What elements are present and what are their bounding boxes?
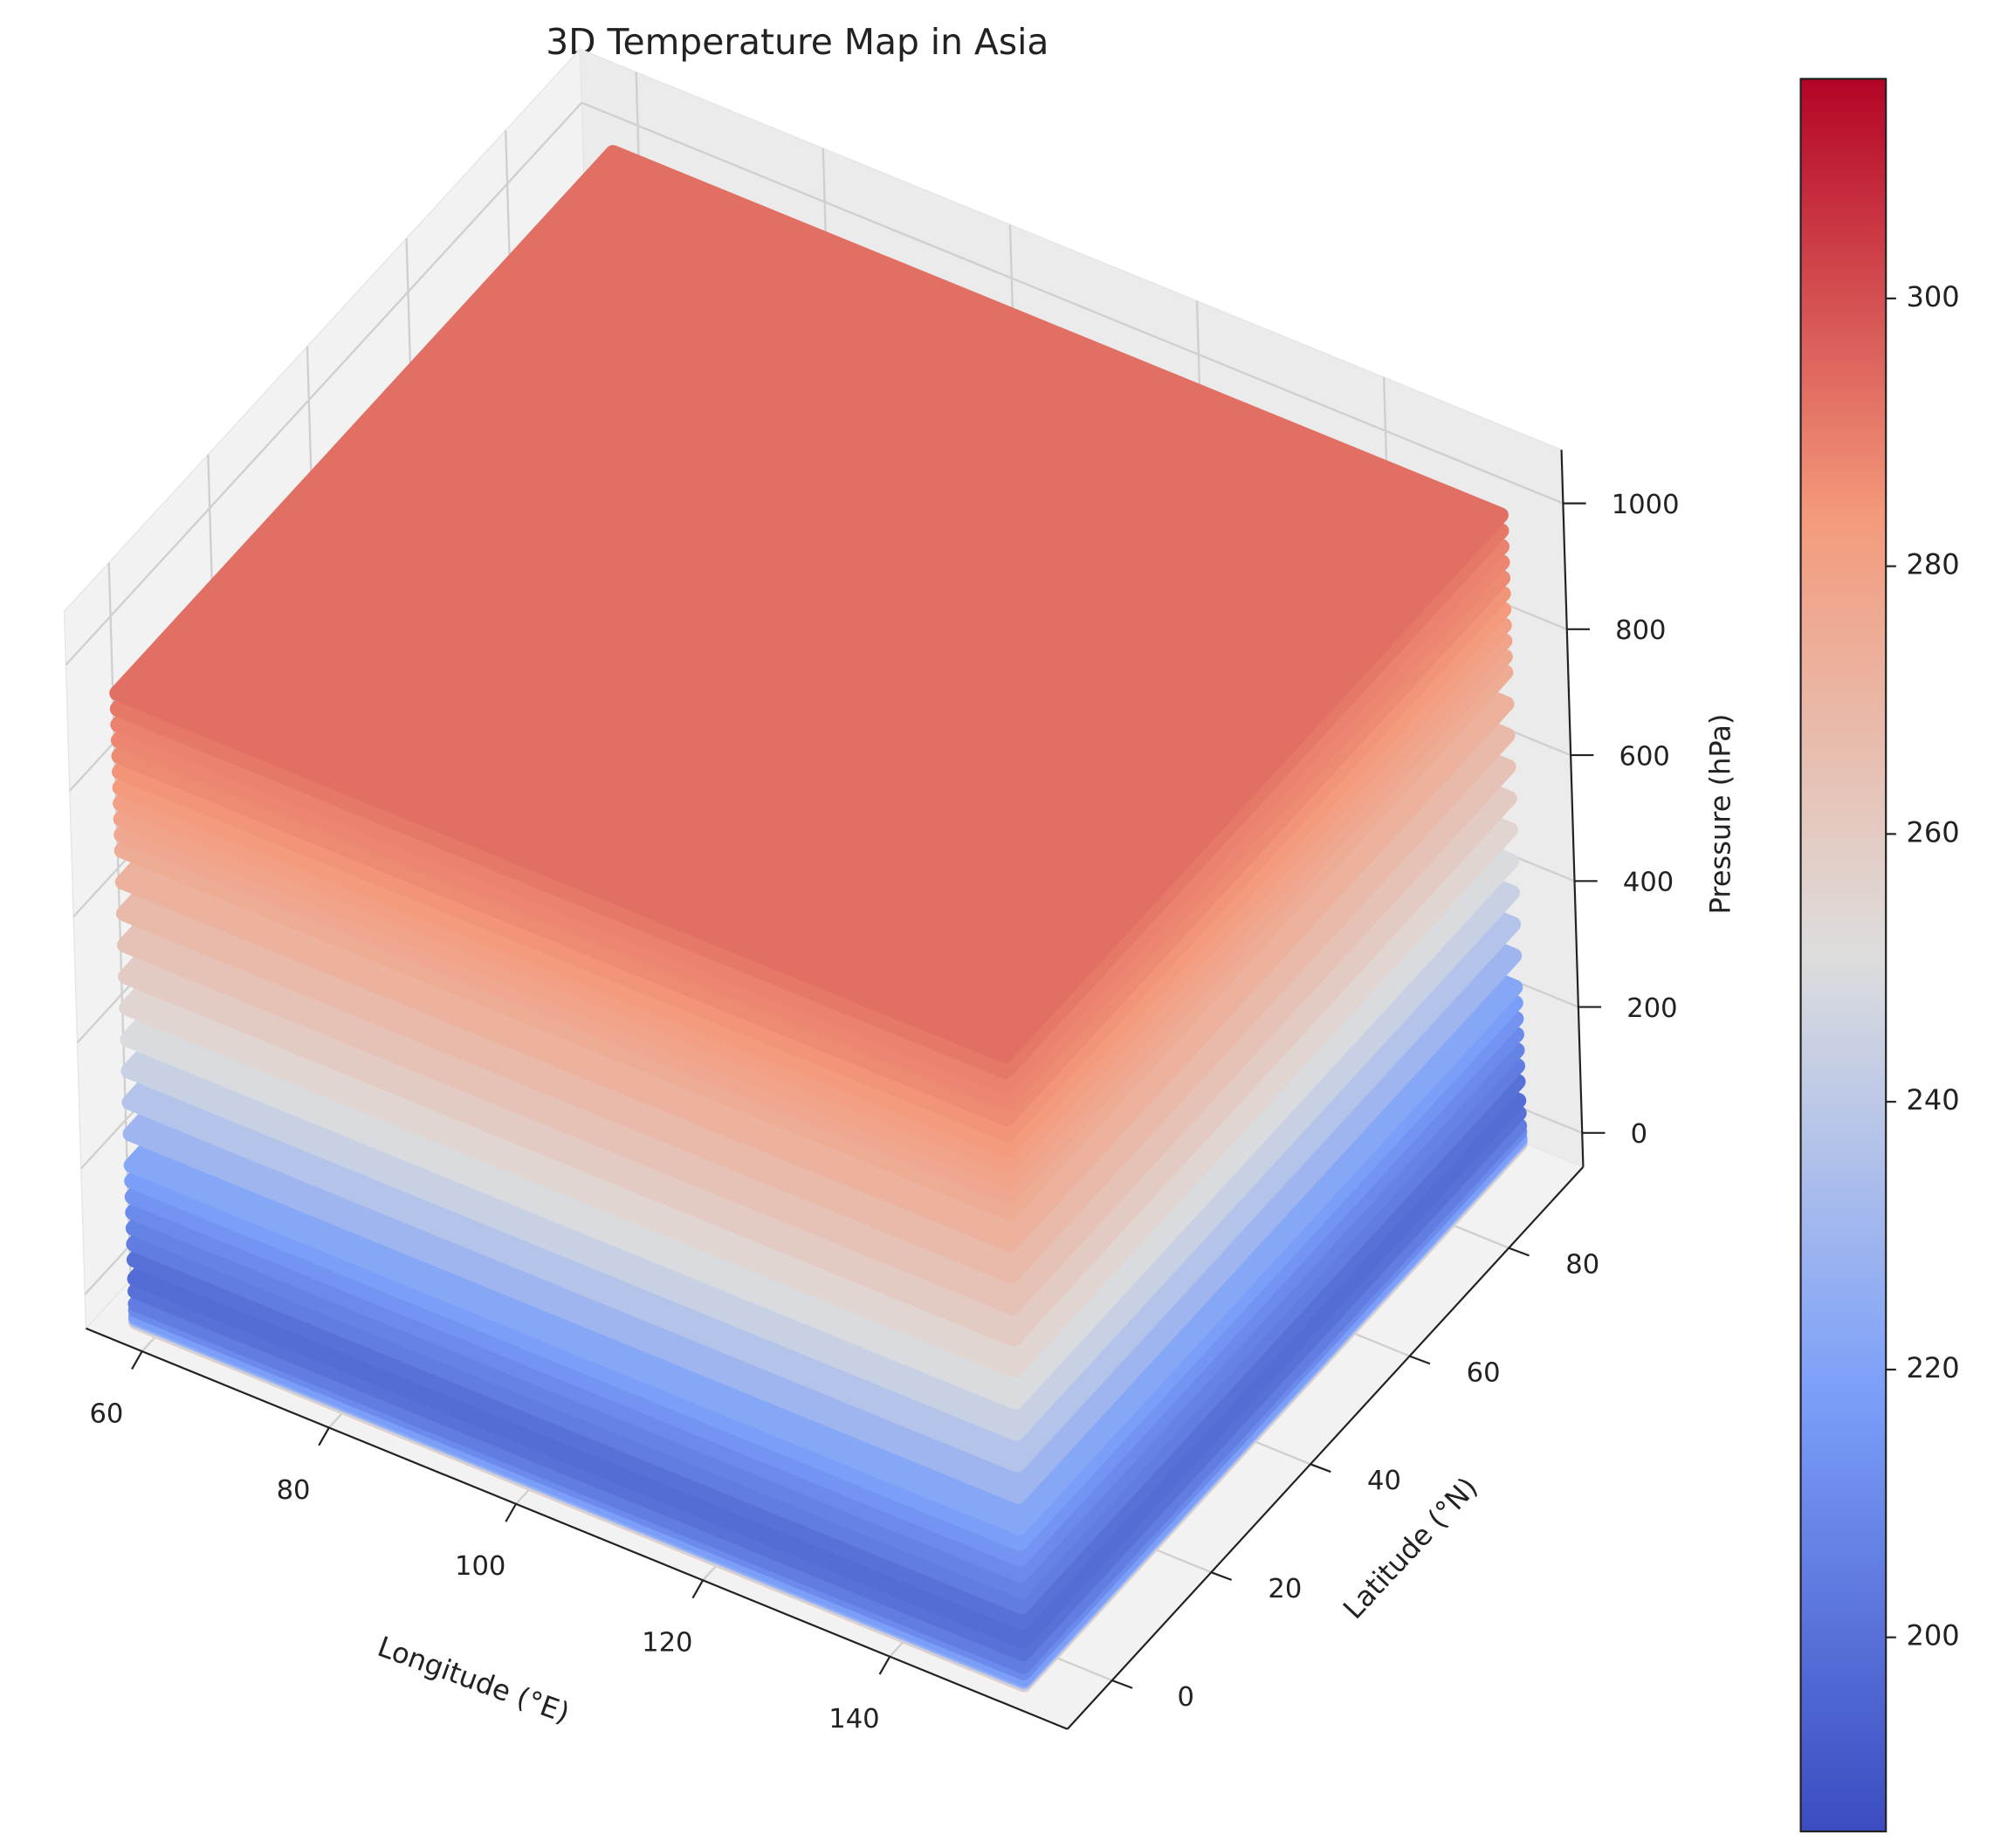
y-tick-label: 20 <box>1268 1574 1302 1604</box>
y-tick-label: 0 <box>1178 1682 1194 1713</box>
y-tick-label: 80 <box>1565 1250 1599 1281</box>
x-tick-label: 120 <box>642 1628 692 1659</box>
x-tick <box>131 1350 143 1370</box>
y-tick <box>1211 1571 1233 1581</box>
x-axis-label: Longitude (°E) <box>374 1630 574 1730</box>
x-tick <box>691 1579 705 1599</box>
x-tick-label: 140 <box>829 1704 879 1735</box>
z-tick-label: 0 <box>1631 1119 1647 1150</box>
x-tick-label: 60 <box>89 1398 123 1429</box>
axis-line <box>86 1327 1069 1730</box>
grid-line <box>65 101 583 666</box>
z-tick-label: 800 <box>1615 615 1666 646</box>
colorbar-tick-label: 280 <box>1906 548 1959 581</box>
y-tick <box>1409 1355 1431 1365</box>
x-tick <box>318 1426 330 1446</box>
x-tick-label: 100 <box>455 1551 505 1582</box>
axis-line <box>1066 1166 1585 1730</box>
colorbar <box>1799 78 1887 1833</box>
chart-title: 3D Temperature Map in Asia <box>546 21 1049 63</box>
colorbar-tick-label: 260 <box>1906 815 1959 848</box>
x-tick <box>505 1503 517 1522</box>
z-axis-label: Pressure (hPa) <box>1703 714 1736 915</box>
z-tick-label: 1000 <box>1612 490 1680 520</box>
grid-line <box>581 101 1564 505</box>
colorbar-tick-label: 200 <box>1906 1619 1959 1652</box>
y-tick <box>1310 1463 1331 1474</box>
y-tick-label: 60 <box>1467 1357 1501 1388</box>
y-tick <box>1508 1247 1530 1257</box>
colorbar-tick-label: 220 <box>1906 1351 1959 1384</box>
z-tick-label: 600 <box>1619 741 1670 772</box>
colorbar-tick-label: 240 <box>1906 1083 1959 1116</box>
temperature-layer <box>109 145 1509 1064</box>
x-tick-label: 80 <box>277 1475 311 1506</box>
axis-line <box>1560 450 1585 1167</box>
z-tick-label: 200 <box>1626 993 1677 1024</box>
y-tick-label: 40 <box>1367 1466 1401 1496</box>
x-tick <box>878 1656 891 1675</box>
colorbar-tick-label: 300 <box>1906 280 1959 313</box>
z-tick-label: 400 <box>1623 868 1674 898</box>
y-axis-label: Latitude (°N) <box>1337 1471 1484 1625</box>
y-tick <box>1111 1679 1133 1689</box>
